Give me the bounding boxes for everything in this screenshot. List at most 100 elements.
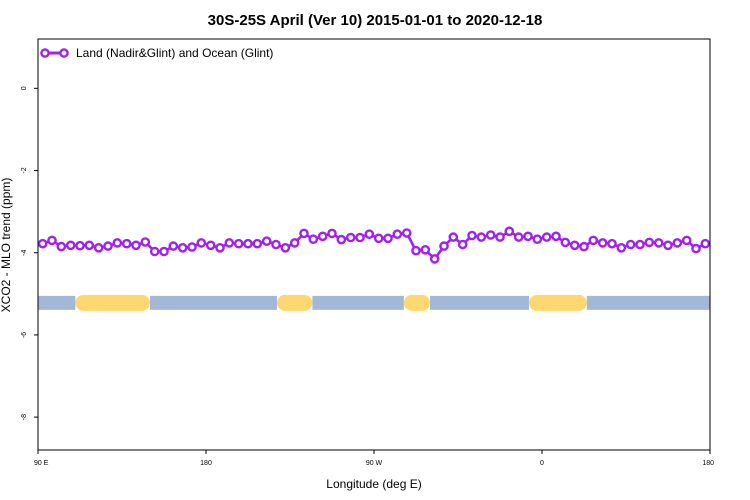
data-point	[383, 233, 393, 244]
y-axis: 0 -2 -4 -6 -8	[21, 86, 38, 420]
x-axis-label: Longitude (deg E)	[326, 477, 421, 491]
data-point	[299, 228, 309, 239]
ocean-segment	[586, 295, 710, 310]
y-tick-label: 0	[21, 86, 28, 90]
y-tick-label: -8	[21, 414, 28, 420]
data-point	[140, 237, 151, 247]
legend-label: Land (Nadir&Glint) and Ocean (Glint)	[76, 46, 273, 60]
data-point	[560, 237, 571, 248]
data-point	[289, 238, 300, 248]
data-point	[691, 243, 701, 254]
data-point	[112, 238, 123, 248]
data-point	[121, 238, 132, 249]
data-point	[280, 242, 291, 253]
ocean-segment	[38, 295, 76, 310]
data-point	[532, 234, 543, 244]
data-point	[355, 232, 365, 243]
data-point	[541, 232, 552, 242]
data-point	[224, 238, 235, 248]
data-point	[439, 241, 449, 251]
data-point	[672, 238, 683, 248]
x-tick-label: 0	[540, 460, 544, 467]
land-segment	[75, 294, 150, 311]
y-tick-label: -2	[21, 167, 28, 173]
data-point	[625, 239, 636, 250]
data-point	[429, 254, 440, 264]
data-point	[420, 244, 431, 255]
data-point	[588, 235, 599, 246]
y-axis-label: XCO2 - MLO trend (ppm)	[0, 178, 13, 313]
y-tick-label: -6	[21, 332, 28, 338]
land-segment	[528, 294, 587, 311]
data-point	[392, 229, 403, 239]
data-point	[317, 231, 328, 242]
data-point	[327, 228, 337, 239]
data-point	[448, 232, 459, 242]
ocean-segment	[312, 295, 404, 310]
data-point	[271, 239, 281, 250]
data-point	[243, 238, 253, 249]
chart-title: 30S-25S April (Ver 10) 2015-01-01 to 202…	[208, 12, 543, 29]
data-point	[373, 233, 384, 244]
legend-marker-left	[40, 48, 50, 58]
x-tick-label: 180	[702, 460, 714, 467]
data-point	[205, 240, 216, 251]
data-point	[551, 231, 561, 242]
data-point	[345, 232, 356, 243]
legend: Land (Nadir&Glint) and Ocean (Glint)	[40, 46, 273, 60]
land-segment	[276, 294, 313, 311]
data-point	[168, 241, 179, 251]
data-point	[504, 226, 515, 237]
data-point	[579, 241, 589, 252]
data-point	[597, 238, 608, 248]
data-point	[215, 242, 225, 253]
data-point	[56, 241, 67, 252]
data-point	[75, 240, 85, 251]
data-point	[635, 239, 645, 250]
ocean-segment	[150, 295, 277, 310]
data-point	[93, 242, 104, 253]
x-tick-label: 180	[200, 460, 212, 467]
data-point	[187, 242, 197, 252]
data-point	[131, 240, 141, 251]
x-tick-label: 90 W	[366, 460, 383, 467]
data-point	[607, 238, 617, 249]
data-point	[663, 240, 673, 251]
data-point	[457, 239, 468, 250]
series-layer	[37, 226, 711, 264]
x-axis: 90 E 180 90 W 0 180	[34, 450, 714, 467]
data-point	[159, 246, 169, 257]
legend-marker-right	[59, 48, 69, 58]
x-tick-label: 90 E	[34, 460, 49, 467]
data-point	[177, 242, 188, 253]
data-point	[700, 238, 711, 249]
data-point	[653, 238, 664, 248]
data-point	[364, 229, 375, 239]
data-point	[37, 238, 48, 249]
data-point	[103, 241, 113, 251]
data-point	[65, 240, 76, 251]
y-tick-label: -4	[21, 250, 28, 256]
data-point	[252, 238, 263, 249]
data-point	[149, 246, 160, 257]
data-point	[233, 238, 244, 249]
data-point	[523, 231, 533, 242]
data-point	[513, 232, 524, 242]
data-point	[47, 235, 57, 246]
data-point	[308, 234, 319, 244]
surface-band	[38, 294, 710, 311]
data-point	[681, 235, 692, 246]
data-point	[569, 240, 580, 251]
data-point	[467, 230, 477, 241]
data-point	[336, 234, 347, 245]
ocean-segment	[430, 295, 529, 310]
data-point	[644, 237, 655, 248]
data-point	[616, 242, 627, 253]
data-point	[84, 240, 95, 251]
data-point	[476, 232, 487, 242]
data-point	[485, 230, 496, 240]
land-segment	[403, 294, 430, 311]
data-point	[261, 236, 272, 246]
data-point	[196, 238, 207, 248]
